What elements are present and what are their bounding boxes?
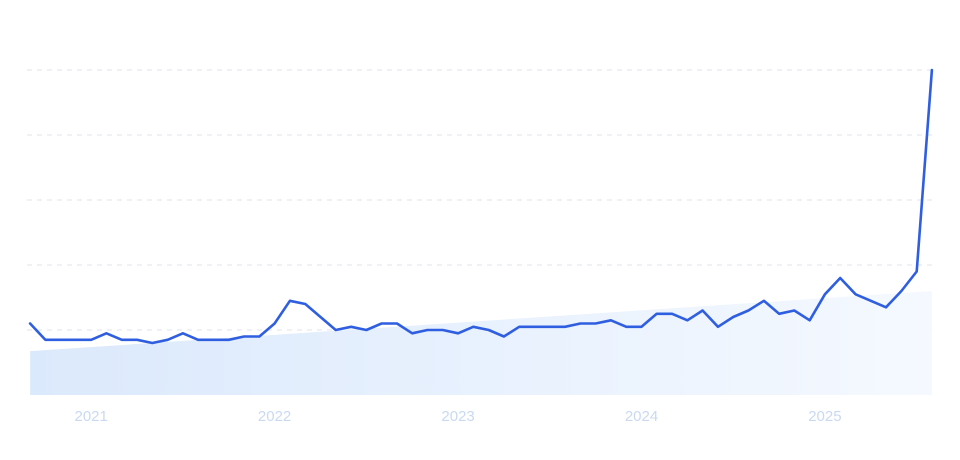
data-point[interactable] [439, 326, 447, 334]
data-point[interactable] [393, 320, 401, 328]
data-point[interactable] [500, 333, 508, 341]
data-point[interactable] [714, 323, 722, 331]
data-point[interactable] [255, 333, 263, 341]
data-point[interactable] [469, 323, 477, 331]
data-point[interactable] [729, 313, 737, 321]
gridlines [27, 69, 935, 331]
data-point[interactable] [72, 336, 80, 344]
data-point[interactable] [852, 290, 860, 298]
data-point[interactable] [408, 329, 416, 337]
data-point[interactable] [699, 307, 707, 315]
data-point[interactable] [378, 320, 386, 328]
data-point[interactable] [240, 333, 248, 341]
x-tick-label: 2024 [625, 408, 658, 425]
data-point[interactable] [210, 336, 218, 344]
data-point[interactable] [744, 307, 752, 315]
data-point[interactable] [867, 297, 875, 305]
data-point[interactable] [683, 316, 691, 324]
data-point[interactable] [561, 323, 569, 331]
data-point[interactable] [622, 323, 630, 331]
data-point[interactable] [836, 274, 844, 282]
data-point[interactable] [806, 316, 814, 324]
trend-area [30, 291, 932, 395]
data-point[interactable] [775, 310, 783, 318]
data-point[interactable] [332, 326, 340, 334]
data-point[interactable] [41, 336, 49, 344]
data-point[interactable] [668, 310, 676, 318]
data-point[interactable] [454, 329, 462, 337]
data-point[interactable] [57, 336, 65, 344]
data-point[interactable] [515, 323, 523, 331]
data-point[interactable] [760, 297, 768, 305]
data-point[interactable] [26, 320, 34, 328]
data-point[interactable] [148, 339, 156, 347]
data-point[interactable] [576, 320, 584, 328]
data-point[interactable] [790, 307, 798, 315]
x-tick-label: 2021 [75, 408, 108, 425]
data-point[interactable] [286, 297, 294, 305]
data-point[interactable] [928, 66, 936, 74]
x-tick-label: 2025 [808, 408, 841, 425]
x-tick-label: 2023 [441, 408, 474, 425]
data-point[interactable] [271, 320, 279, 328]
data-point[interactable] [194, 336, 202, 344]
series-line-1 [28, 68, 934, 345]
x-axis-tick-labels: 2021 2022 2023 2024 2025 [75, 408, 842, 425]
data-point[interactable] [653, 310, 661, 318]
trend-area-layer [30, 291, 932, 395]
data-point[interactable] [485, 326, 493, 334]
data-point[interactable] [347, 323, 355, 331]
data-point[interactable] [301, 300, 309, 308]
data-point[interactable] [531, 323, 539, 331]
data-point[interactable] [821, 290, 829, 298]
data-point[interactable] [225, 336, 233, 344]
data-point[interactable] [317, 313, 325, 321]
data-point[interactable] [607, 316, 615, 324]
data-point[interactable] [164, 336, 172, 344]
data-point[interactable] [362, 326, 370, 334]
series-line-layer [26, 66, 936, 347]
data-point[interactable] [913, 268, 921, 276]
data-point[interactable] [592, 320, 600, 328]
data-point[interactable] [882, 303, 890, 311]
data-point[interactable] [133, 336, 141, 344]
data-point[interactable] [102, 329, 110, 337]
data-point[interactable] [897, 287, 905, 295]
data-point[interactable] [423, 326, 431, 334]
x-tick-label: 2022 [258, 408, 291, 425]
data-point[interactable] [87, 336, 95, 344]
data-point[interactable] [546, 323, 554, 331]
data-point[interactable] [638, 323, 646, 331]
data-point[interactable] [179, 329, 187, 337]
data-point[interactable] [118, 336, 126, 344]
